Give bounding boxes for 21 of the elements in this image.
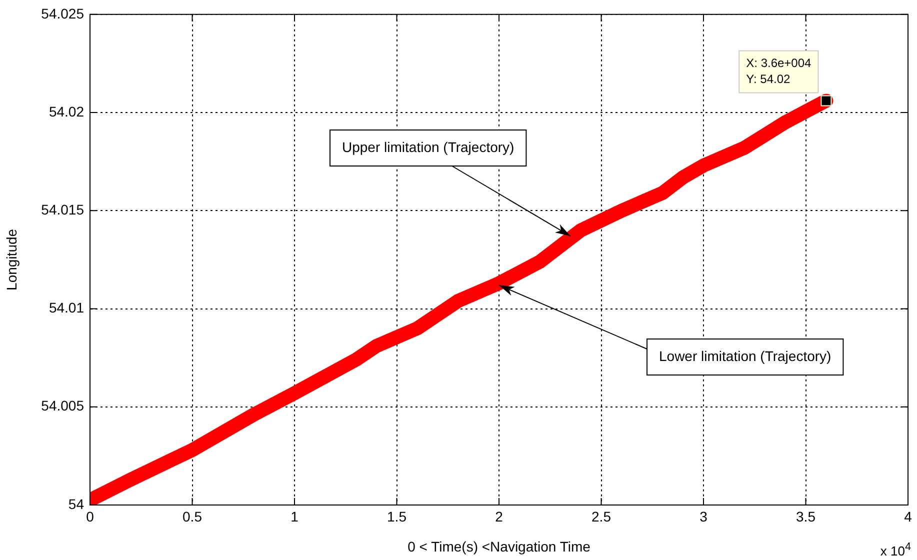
x-tick-label: 4: [904, 508, 912, 524]
annotation: Upper limitation (Trajectory): [342, 138, 514, 155]
x-tick-label: 3.5: [796, 508, 816, 524]
x-tick-label: 1.5: [387, 508, 407, 524]
x-tick-label: 2.5: [592, 508, 612, 524]
y-tick-label: 54.025: [41, 5, 84, 22]
y-tick-label: 54.015: [41, 202, 84, 218]
y-tick-label: 54.005: [41, 398, 84, 414]
text: x 10$^{4}$: [880, 540, 911, 558]
y-tick-label: 54.02: [48, 103, 84, 120]
x-tick-label: 0.5: [182, 508, 202, 524]
x-tick-label: 2: [495, 508, 504, 524]
y-axis-title: Longitude: [3, 228, 20, 290]
x-tick-label: 0: [86, 508, 94, 524]
x-axis-title: 0 < Time(s) <Navigation Time: [408, 538, 591, 554]
x-tick-label: 1: [290, 508, 299, 524]
y-tick-label: 54.01: [48, 300, 84, 316]
y-tick-label: 54: [68, 496, 84, 512]
x-tick-label: 3: [700, 508, 708, 524]
annotation: Lower limitation (Trajectory): [659, 348, 832, 364]
annotation: X: 3.6e+004 Y: 54.02: [746, 56, 812, 86]
